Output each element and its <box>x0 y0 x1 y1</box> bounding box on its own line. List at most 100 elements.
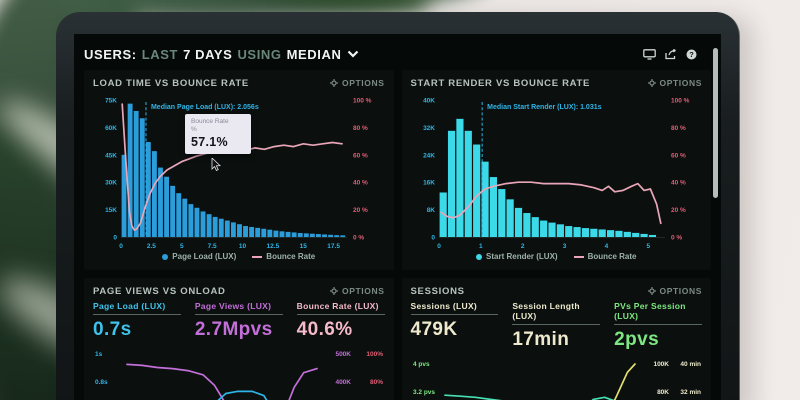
metric-page-load: Page Load (LUX) 0.7s <box>93 301 181 341</box>
legend-dot <box>476 253 483 260</box>
svg-text:80%: 80% <box>370 379 383 386</box>
metric-value: 40.6% <box>296 319 353 340</box>
page-views-onload-chart: 1s0.8s0.6s0.4s500K400K300K200K100%80%60%… <box>93 346 385 400</box>
gear-icon <box>647 79 656 87</box>
svg-text:5: 5 <box>180 243 184 250</box>
svg-text:40K: 40K <box>423 98 435 105</box>
gear-icon <box>330 287 339 295</box>
svg-text:2.5: 2.5 <box>147 243 156 250</box>
svg-text:80 %: 80 % <box>671 125 686 132</box>
svg-text:15K: 15K <box>105 207 117 214</box>
legend-bounce-rate[interactable]: Bounce Rate <box>573 252 637 261</box>
svg-text:100 %: 100 % <box>671 98 690 105</box>
svg-text:4: 4 <box>604 243 608 250</box>
svg-text:100%: 100% <box>366 351 383 358</box>
svg-text:1s: 1s <box>95 351 103 358</box>
metric-label: PVs Per Session (LUX) <box>614 301 702 325</box>
svg-text:0: 0 <box>437 243 441 250</box>
legend-start-render[interactable]: Start Render (LUX) <box>476 252 558 261</box>
metric-value: 2.7Mpvs <box>194 319 273 340</box>
panel-page-views: PAGE VIEWS VS ONLOAD OPTIONS Page Load (… <box>84 278 394 400</box>
median-label: MEDIAN <box>286 46 342 62</box>
using-label: USING <box>237 46 282 62</box>
svg-text:24K: 24K <box>423 152 435 159</box>
svg-text:2: 2 <box>520 243 524 250</box>
days-label: 7 DAYS <box>183 46 233 62</box>
tooltip-unit: % <box>191 126 197 134</box>
users-range-dropdown[interactable]: USERS: LAST 7 DAYS USING MEDIAN <box>84 47 359 62</box>
svg-text:100 %: 100 % <box>353 98 372 105</box>
svg-text:45K: 45K <box>105 152 117 159</box>
options-button[interactable]: OPTIONS <box>330 286 384 296</box>
metric-value: 17min <box>512 329 570 350</box>
legend-label: Bounce Rate <box>266 252 316 261</box>
tooltip-value: 57.1% <box>191 135 228 150</box>
panel-title: LOAD TIME VS BOUNCE RATE <box>93 77 249 89</box>
metric-value: 479K <box>410 319 458 340</box>
help-icon[interactable]: ? <box>686 49 697 60</box>
options-button[interactable]: OPTIONS <box>647 78 702 88</box>
load-time-chart: Bounce Rate% 57.1% Median Page Load (LUX… <box>93 92 385 251</box>
legend-label: Page Load (LUX) <box>172 252 237 261</box>
legend-label: Start Render (LUX) <box>486 252 558 261</box>
chart-legend: Start Render (LUX) Bounce Rate <box>411 252 703 261</box>
metrics-row: Sessions (LUX) 479K Session Length (LUX)… <box>410 301 702 351</box>
options-button[interactable]: OPTIONS <box>647 286 702 296</box>
options-label: OPTIONS <box>342 286 385 296</box>
svg-text:32K: 32K <box>423 125 435 132</box>
svg-text:3.2 pvs: 3.2 pvs <box>413 389 435 396</box>
svg-text:60K: 60K <box>105 125 117 132</box>
panel-title: START RENDER VS BOUNCE RATE <box>410 77 591 89</box>
svg-text:40 min: 40 min <box>680 361 701 368</box>
metrics-row: Page Load (LUX) 0.7s Page Views (LUX) 2.… <box>93 301 385 341</box>
metric-bounce-rate: Bounce Rate (LUX) 40.6% <box>296 301 385 341</box>
svg-text:60 %: 60 % <box>353 152 368 159</box>
svg-text:10: 10 <box>239 243 247 250</box>
metric-label: Bounce Rate (LUX) <box>296 301 385 315</box>
svg-text:0 %: 0 % <box>671 235 682 242</box>
legend-bounce-rate[interactable]: Bounce Rate <box>252 252 315 261</box>
svg-text:0: 0 <box>119 243 123 250</box>
metric-value: 2pvs <box>614 329 660 350</box>
options-button[interactable]: OPTIONS <box>330 78 384 88</box>
svg-text:16K: 16K <box>423 180 435 187</box>
chevron-down-icon <box>347 50 358 58</box>
metric-label: Page Views (LUX) <box>194 301 283 315</box>
gear-icon <box>647 287 656 295</box>
start-render-chart: Median Start Render (LUX): 1.031s 40K 32K 2… <box>411 92 703 251</box>
cursor-icon <box>211 158 221 171</box>
last-label: LAST <box>141 46 179 62</box>
dashboard-header: USERS: LAST 7 DAYS USING MEDIAN ? <box>84 42 711 66</box>
share-icon[interactable] <box>665 48 677 60</box>
legend-label: Bounce Rate <box>587 252 637 261</box>
metric-sessions: Sessions (LUX) 479K <box>410 301 499 351</box>
gear-icon <box>330 79 339 87</box>
svg-text:7.5: 7.5 <box>208 243 217 250</box>
svg-text:100K: 100K <box>653 361 669 368</box>
svg-text:20 %: 20 % <box>353 207 368 214</box>
legend-dash <box>252 255 263 258</box>
panel-title: SESSIONS <box>410 285 465 297</box>
svg-text:?: ? <box>689 50 694 59</box>
options-label: OPTIONS <box>342 78 385 88</box>
svg-text:32 min: 32 min <box>680 389 701 396</box>
users-label: USERS: <box>84 46 137 62</box>
svg-text:80K: 80K <box>657 389 669 396</box>
display-icon[interactable] <box>643 48 656 60</box>
svg-text:Median Page Load (LUX): 2.056s: Median Page Load (LUX): 2.056s <box>151 104 259 111</box>
scrollbar[interactable] <box>713 48 718 198</box>
svg-text:20 %: 20 % <box>671 207 686 214</box>
metric-label: Sessions (LUX) <box>410 301 499 315</box>
legend-page-load[interactable]: Page Load (LUX) <box>162 252 236 261</box>
bounce-rate-tooltip: Bounce Rate% 57.1% <box>185 114 251 155</box>
legend-dash <box>573 255 584 258</box>
svg-text:0: 0 <box>113 235 117 242</box>
panel-sessions: SESSIONS OPTIONS Sessions (LUX) 479K Ses… <box>401 278 711 400</box>
options-label: OPTIONS <box>659 286 702 296</box>
svg-text:75K: 75K <box>105 98 117 105</box>
svg-text:1: 1 <box>479 243 483 250</box>
options-label: OPTIONS <box>659 78 702 88</box>
dashboard: USERS: LAST 7 DAYS USING MEDIAN ? <box>74 34 721 400</box>
svg-text:30K: 30K <box>105 180 117 187</box>
